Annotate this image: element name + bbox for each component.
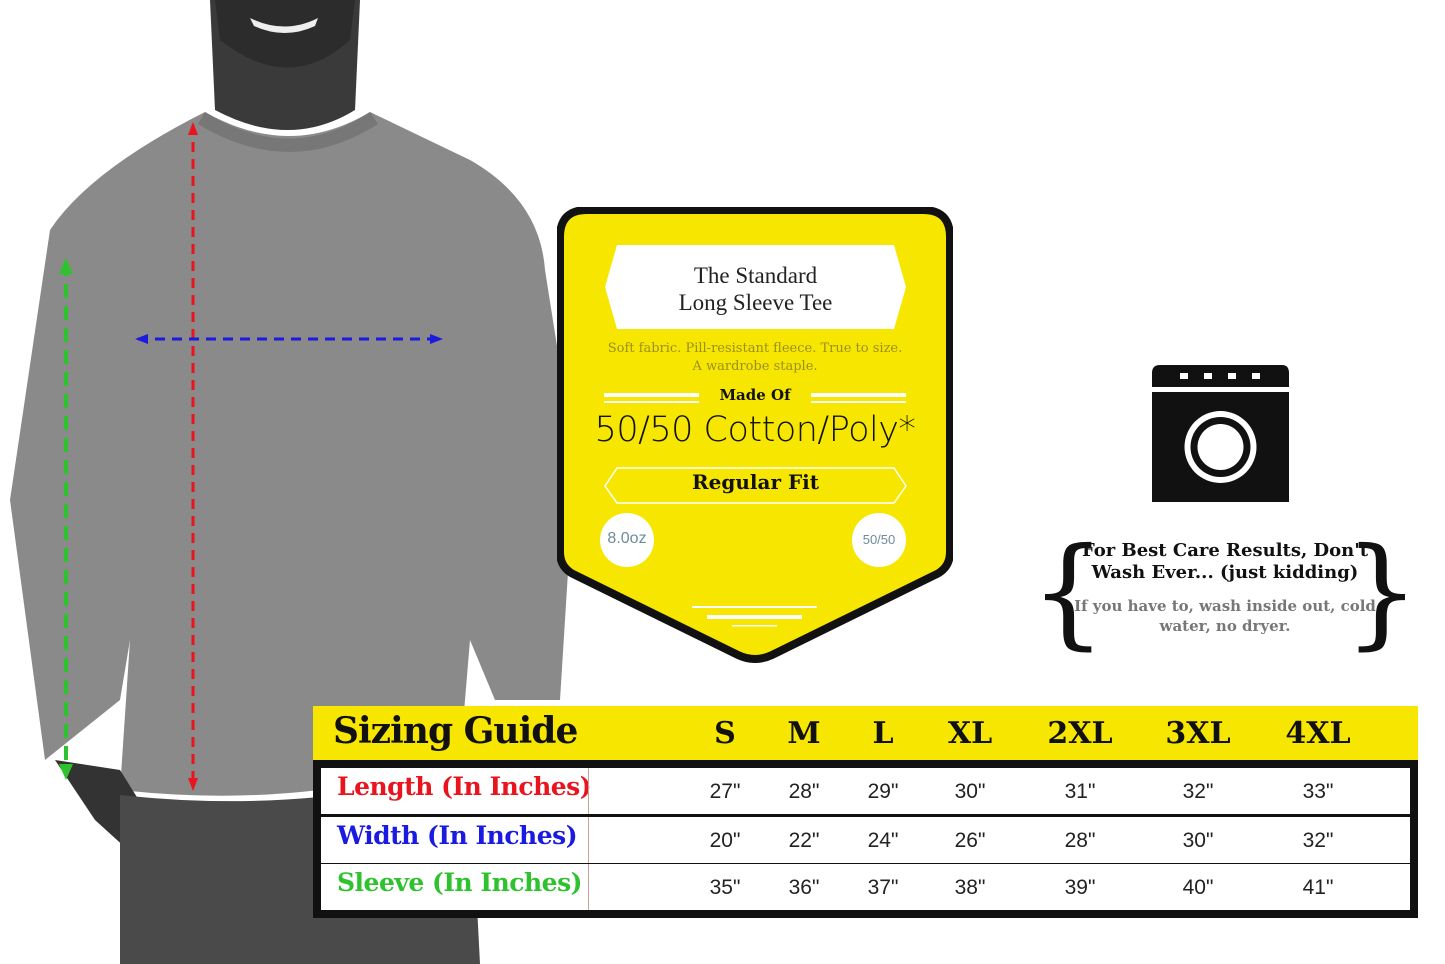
- table-cell: 37": [867, 876, 899, 899]
- sleeve-arrow-top: [59, 258, 73, 274]
- table-cell: 22": [788, 829, 820, 852]
- column-divider: [588, 864, 589, 910]
- table-cell: 28": [1064, 829, 1096, 852]
- table-cell: 32": [1302, 829, 1334, 852]
- table-cell: 30": [954, 780, 986, 803]
- width-arrow-right: [430, 334, 443, 344]
- care-section: { } For Best Care Results, Don't Wash Ev…: [1030, 360, 1420, 660]
- length-arrow-top: [188, 122, 198, 135]
- washing-machine-icon: [1152, 365, 1289, 502]
- table-cell: 31": [1064, 780, 1096, 803]
- blend-badge: 50/50: [862, 532, 896, 547]
- size-header-4xl: 4XL: [1285, 716, 1351, 751]
- table-cell: 29": [867, 780, 899, 803]
- width-arrow-left: [135, 334, 148, 344]
- column-divider: [588, 768, 589, 814]
- size-header-m: M: [787, 716, 821, 751]
- column-divider: [588, 817, 589, 863]
- row-label: Sleeve (In Inches): [337, 868, 582, 897]
- table-cell: 24": [867, 829, 899, 852]
- size-header-s: S: [714, 716, 736, 751]
- product-label: The Standard Long Sleeve Tee Soft fabric…: [557, 207, 953, 663]
- row-label: Width (In Inches): [337, 821, 578, 850]
- table-cell: 26": [954, 829, 986, 852]
- table-cell: 28": [788, 780, 820, 803]
- fit-banner: [604, 467, 907, 504]
- title-banner: [605, 245, 906, 329]
- table-cell: 36": [788, 876, 820, 899]
- fit-text: Regular Fit: [692, 470, 819, 494]
- table-cell: 27": [709, 780, 741, 803]
- sleeve-arrow-bottom: [59, 764, 73, 780]
- table-cell: 32": [1182, 780, 1214, 803]
- row-label: Length (In Inches): [337, 772, 592, 801]
- table-cell: 35": [709, 876, 741, 899]
- table-cell: 38": [954, 876, 986, 899]
- face-chin: [215, 0, 355, 68]
- size-header-xl: XL: [947, 716, 993, 751]
- table-cell: 41": [1302, 876, 1334, 899]
- shirt: [10, 112, 575, 796]
- size-header-l: L: [872, 716, 894, 751]
- smile: [250, 18, 318, 33]
- size-header-3xl: 3XL: [1165, 716, 1231, 751]
- made-of-heading: Made Of: [719, 386, 791, 404]
- right-brace: }: [1343, 523, 1420, 662]
- label-shield-shape: [557, 207, 953, 663]
- care-instructions: If you have to, wash inside out, cold wa…: [1074, 597, 1376, 635]
- care-heading: For Best Care Results, Don't Wash Ever..…: [1081, 540, 1369, 583]
- table-row: Length (In Inches) 27" 28" 29" 30" 31" 32" 33": [321, 768, 1410, 814]
- table-cell: 20": [709, 829, 741, 852]
- material-text: 50/50 Cotton/Poly*: [594, 410, 916, 450]
- table-cell: 33": [1302, 780, 1334, 803]
- table-cell: 30": [1182, 829, 1214, 852]
- size-header-2xl: 2XL: [1047, 716, 1113, 751]
- sizing-table: Length (In Inches) 27" 28" 29" 30" 31" 32" 33" W…: [313, 760, 1418, 918]
- length-arrow-bottom: [188, 778, 198, 791]
- table-row: Width (In Inches) 20" 22" 24" 26" 28" 30" 32": [321, 817, 1410, 863]
- table-cell: 39": [1064, 876, 1096, 899]
- collar: [198, 112, 378, 152]
- label-description: Soft fabric. Pill-resistant fleece. True…: [607, 341, 903, 374]
- label-title-line1: The Standard: [693, 263, 818, 288]
- weight-badge: 8.0oz: [607, 530, 647, 547]
- table-row: Sleeve (In Inches) 35" 36" 37" 38" 39" 40" 41": [321, 864, 1410, 910]
- label-title-line2: Long Sleeve Tee: [678, 290, 833, 315]
- sizing-guide-title: Sizing Guide: [333, 710, 578, 752]
- table-cell: 40": [1182, 876, 1214, 899]
- left-brace: {: [1030, 523, 1107, 662]
- sizing-table-header: Sizing Guide S M L XL 2XL 3XL 4XL: [313, 706, 1418, 760]
